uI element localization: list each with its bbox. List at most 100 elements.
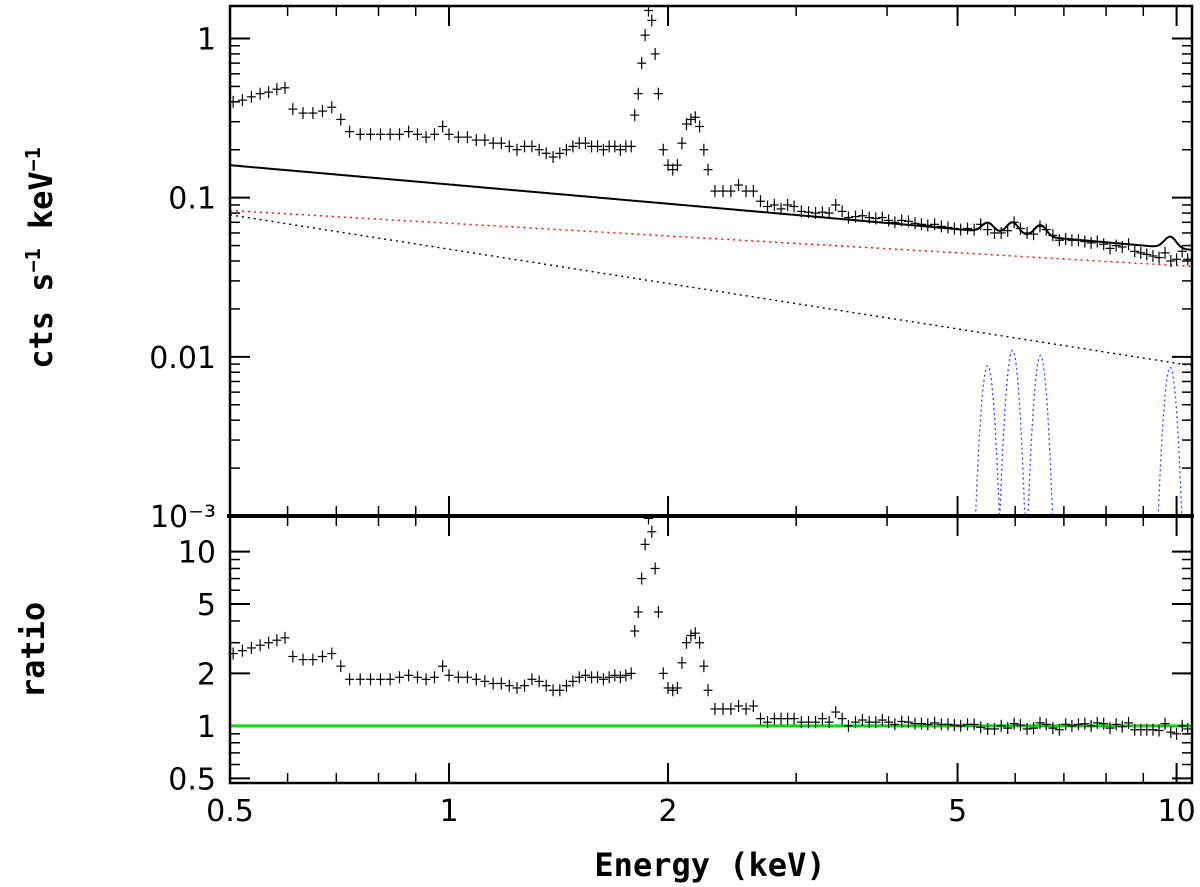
ratio-data-point — [1092, 716, 1102, 729]
ratio-data-point — [541, 679, 551, 692]
spectrum-data-point — [298, 107, 308, 120]
ratio-data-point — [1048, 722, 1058, 735]
spectrum-data-point — [811, 207, 821, 220]
ratio-data-point — [748, 699, 758, 712]
ratio-data-point — [1166, 726, 1176, 739]
spectrum-data-point — [699, 143, 709, 156]
x-tick-label: 2 — [658, 794, 677, 829]
spectrum-y-axis-title: cts s−1 keV−1 — [21, 147, 60, 369]
spectrum-data-point — [633, 87, 643, 100]
ratio-data-point — [930, 716, 940, 729]
ratio-data-point — [668, 684, 678, 697]
ratio-data-point — [1015, 719, 1025, 732]
ratio-data-point — [488, 677, 498, 690]
ratio-data-point — [672, 681, 682, 694]
spectrum-data-point — [663, 159, 673, 172]
ratio-data-point — [831, 706, 841, 719]
spectrum-data-point — [421, 131, 431, 144]
ratio-data-point — [916, 717, 926, 730]
ratio-data-point — [453, 671, 463, 684]
spectrum-data-point — [593, 140, 603, 153]
ratio-data-point — [1105, 722, 1115, 735]
spectrum-data-point — [637, 57, 647, 70]
spectrum-data-point — [695, 120, 705, 133]
ratio-data-point — [824, 716, 834, 729]
spectrum-data-point — [541, 147, 551, 160]
spectrum-data-point — [672, 159, 682, 172]
spectrum-data-point — [789, 200, 799, 213]
ratio-data-point — [610, 669, 620, 682]
spectrum-data-point — [824, 207, 834, 220]
ratio-data-point — [1022, 722, 1032, 735]
ratio-data-point — [677, 656, 687, 669]
spectrum-data-point — [936, 220, 946, 233]
ratio-data-point — [633, 606, 643, 619]
spectrum-data-point — [668, 163, 678, 176]
spectrum-data-point — [897, 214, 907, 227]
ratio-data-point — [255, 639, 265, 652]
spectrum-data-point — [1166, 255, 1176, 267]
spectrum-data-point — [272, 83, 282, 96]
spectrum-data-point — [734, 179, 744, 192]
ratio-data-point — [598, 673, 608, 686]
spectrum-data-point — [488, 137, 498, 150]
spectrum-data-point — [681, 118, 691, 131]
ratio-data-point — [412, 671, 422, 684]
ratio-data-point — [650, 562, 660, 575]
black-continuum-model — [229, 214, 1193, 367]
spectrum-data-point — [837, 205, 847, 218]
ratio-data-point — [555, 684, 565, 697]
ratio-data-point — [923, 718, 933, 731]
spectrum-data-point — [1130, 245, 1140, 258]
spectrum-data-point — [763, 200, 773, 213]
spectrum-data-point — [996, 226, 1006, 239]
spectrum-data-point — [480, 134, 490, 147]
spectrum-data-point — [877, 211, 887, 224]
spectrum-data-point — [1048, 229, 1058, 242]
x-tick-label: 5 — [948, 794, 967, 829]
spectrum-data-point — [817, 206, 827, 219]
ratio-data-point — [871, 716, 881, 729]
spectrum-data-point — [1117, 240, 1127, 253]
ratio-data-point — [1154, 724, 1164, 737]
x-tick-label: 0.5 — [206, 794, 254, 829]
ratio-data-point — [789, 712, 799, 725]
ratio-data-point — [718, 702, 728, 715]
spectrum-data-point — [653, 87, 663, 100]
spectrum-y-tick-label: 10⁻³ — [150, 500, 216, 535]
spectrum-data-point — [580, 137, 590, 150]
spectrum-data-point — [851, 210, 861, 223]
ratio-data-point — [444, 669, 454, 682]
spectrum-data-point — [843, 211, 853, 224]
spectrum-data-point — [864, 211, 874, 224]
spectrum-data-point — [534, 143, 544, 156]
ratio-data-point — [1067, 719, 1077, 732]
ratio-data-point — [658, 667, 668, 680]
ratio-data-point — [527, 673, 537, 686]
spectrum-data-point — [890, 216, 900, 229]
spectrum-panel: 1 0.1 0.01 10⁻³ — [149, 4, 1194, 535]
ratio-data-point — [663, 681, 673, 694]
spectrum-data-point — [462, 131, 472, 144]
spectrum-data-point — [280, 81, 290, 94]
ratio-data-point — [520, 679, 530, 692]
ratio-data-point — [637, 572, 647, 585]
ratio-data-point — [1041, 718, 1051, 731]
ratio-data-point — [990, 722, 1000, 735]
x-tick-label: 1 — [439, 794, 458, 829]
ratio-data-point — [1160, 717, 1170, 730]
spectrum-y-tick-label: 0.1 — [168, 182, 216, 217]
spectrum-data-point — [1092, 235, 1102, 248]
ratio-y-tick-label: 5 — [197, 588, 216, 623]
ratio-data-point — [462, 671, 472, 684]
spectrum-data-point — [1061, 232, 1071, 245]
ratio-data-point — [534, 675, 544, 688]
spectrum-data-point — [1136, 246, 1146, 259]
ratio-data-point — [1177, 719, 1187, 732]
ratio-data-point — [653, 606, 663, 619]
ratio-data-point — [699, 660, 709, 673]
spectrum-data-point — [453, 131, 463, 144]
spectrum-data-point — [943, 221, 953, 234]
ratio-data-point — [1124, 716, 1134, 729]
